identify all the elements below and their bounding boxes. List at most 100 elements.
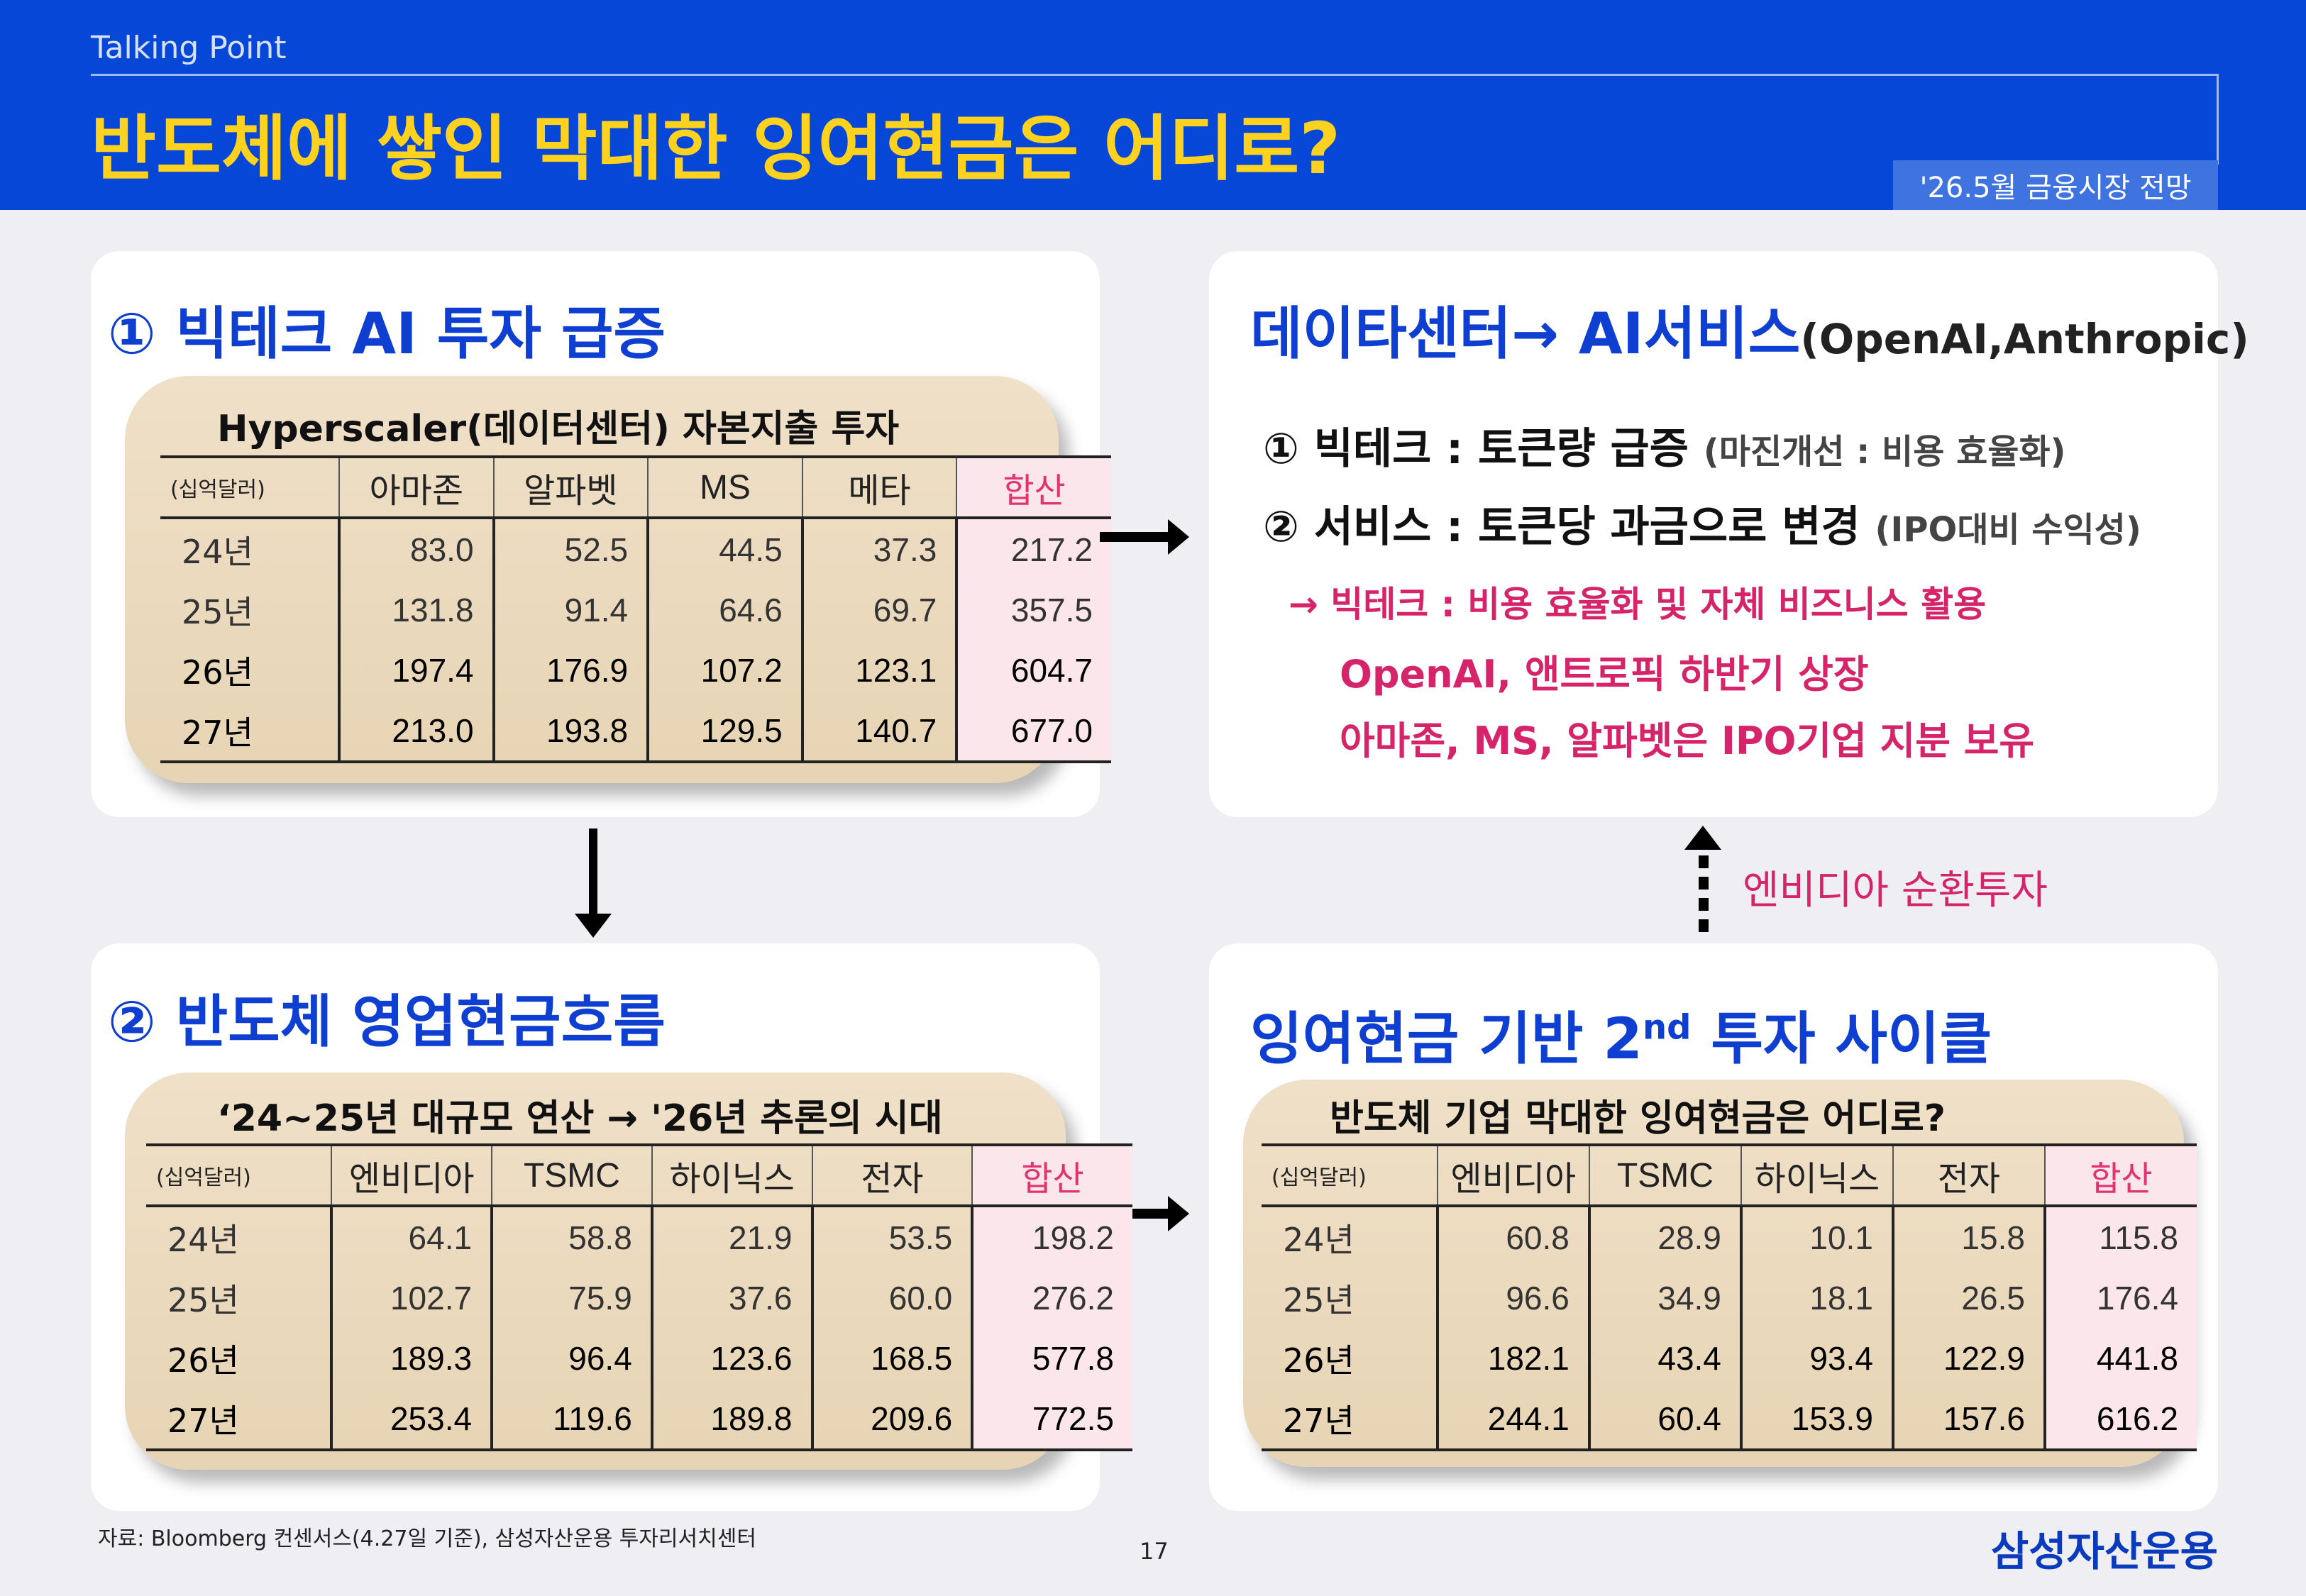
table-row: 25년 96.6 34.9 18.1 26.5 176.4 [1262,1268,2197,1328]
row-year: 27년 [1262,1388,1439,1451]
row-year: 25년 [1262,1268,1439,1328]
table-cell: 96.4 [492,1328,653,1388]
table-header-row: (십억달러) 엔비디아 TSMC 하이닉스 전자 합산 [146,1143,1132,1207]
company-logo: 삼성자산운용 [1990,1527,2218,1575]
point-5: 아마존, MS, 알파벳은 IPO기업 지분 보유 [1340,719,2035,763]
column-header: 엔비디아 [1437,1143,1590,1207]
column-header: 메타 [802,455,958,519]
row-year: 24년 [1262,1206,1439,1268]
panel-title-main: 데이타센터→ AI서비스 [1250,301,1801,367]
cashflow-table: (십억달러) 엔비디아 TSMC 하이닉스 전자 합산 24년 64.1 58.8 21.9 53.… [146,1143,1132,1451]
point-1-main: ① 빅테크 : 토큰량 급증 [1263,424,1689,474]
table-cell: 28.9 [1589,1206,1743,1268]
table-cell: 69.7 [802,580,959,640]
page-number: 17 [1140,1538,1169,1565]
panel-title-sup: nd [1642,1007,1692,1048]
table-row: 24년 83.0 52.5 44.5 37.3 217.2 [160,518,1111,580]
table-cell: 253.4 [331,1388,494,1451]
table-cell: 91.4 [493,580,650,640]
table-row: 24년 60.8 28.9 10.1 15.8 115.8 [1262,1206,2197,1268]
table-row: 27년 253.4 119.6 189.8 209.6 772.5 [146,1388,1132,1451]
column-header: MS [648,455,803,519]
table-row: 26년 197.4 176.9 107.2 123.1 604.7 [160,640,1111,700]
table-cell: 213.0 [338,700,495,763]
point-1-sub: (마진개선 : 비용 효율화) [1703,432,2066,472]
panel-ai-services: 데이타센터→ AI서비스(OpenAI,Anthropic) ① 빅테크 : 토… [1209,251,2249,817]
table-cell: 604.7 [956,640,1111,700]
table-cell: 276.2 [972,1268,1132,1328]
table-cell: 52.5 [493,518,650,580]
table-cell: 357.5 [956,580,1111,640]
table-header-row: (십억달러) 아마존 알파벳 MS 메타 합산 [160,455,1111,519]
table-cell: 64.6 [648,580,804,640]
table-cell: 60.4 [1589,1388,1743,1451]
table-row: 25년 131.8 91.4 64.6 69.7 357.5 [160,580,1111,640]
unit-label: (십억달러) [146,1143,333,1207]
table-cell: 182.1 [1437,1328,1591,1388]
table-cell: 60.8 [1437,1206,1591,1268]
table-caption: 반도체 기업 막대한 잉여현금은 어디로? [1330,1097,1946,1140]
table-cell: 153.9 [1740,1388,1894,1451]
date-badge: '26.5월 금융시장 전망 [1893,160,2218,210]
table-cell: 209.6 [812,1388,974,1451]
panel-bigtech-investment: ① 빅테크 AI 투자 급증 Hyperscaler(데이터센터) 자본지출 투… [91,251,1111,817]
row-year: 24년 [146,1206,333,1268]
table-row: 25년 102.7 75.9 37.6 60.0 276.2 [146,1268,1132,1328]
panel-title-sub: (OpenAI,Anthropic) [1800,315,2249,363]
table-cell: 102.7 [331,1268,494,1328]
table-row: 26년 182.1 43.4 93.4 122.9 441.8 [1262,1328,2197,1388]
column-header: 합산 [2044,1143,2197,1207]
row-year: 27년 [160,700,341,763]
table-cell: 577.8 [972,1328,1132,1388]
table-cell: 189.3 [331,1328,494,1388]
table-cell: 96.6 [1437,1268,1591,1328]
point-3: → 빅테크 : 비용 효율화 및 자체 비즈니스 활용 [1289,584,1987,625]
row-year: 26년 [1262,1328,1439,1388]
table-caption: ‘24~25년 대규모 연산 → '26년 추론의 시대 [217,1097,943,1140]
column-header: 하이닉스 [1740,1143,1894,1207]
row-year: 24년 [160,518,341,580]
table-cell: 123.1 [802,640,959,700]
table-cell: 18.1 [1740,1268,1894,1328]
table-cell: 21.9 [651,1206,814,1268]
unit-label: (십억달러) [1262,1143,1438,1207]
table-cell: 43.4 [1589,1328,1743,1388]
table-cell: 64.1 [331,1206,494,1268]
table-cell: 53.5 [812,1206,974,1268]
table-cell: 168.5 [812,1328,974,1388]
dashed-arrow-up [1684,826,1721,932]
table-cell: 75.9 [492,1268,653,1328]
row-year: 26년 [160,640,341,700]
table-cell: 176.4 [2044,1268,2197,1328]
table-cell: 131.8 [338,580,495,640]
column-header: 전자 [1892,1143,2046,1207]
table-cell: 193.8 [493,700,650,763]
column-header: TSMC [492,1143,653,1207]
header-divider-vertical [2217,74,2219,165]
capex-table: (십억달러) 아마존 알파벳 MS 메타 합산 24년 83.0 52.5 44.5 37.3 217… [160,455,1111,763]
table-cell: 37.3 [802,518,959,580]
table-row: 27년 213.0 193.8 129.5 140.7 677.0 [160,700,1111,763]
panel-title-post: 투자 사이클 [1691,1006,1992,1072]
panel-title-pre: 잉여현금 기반 2 [1250,1006,1643,1072]
panel-second-investment-cycle: 잉여현금 기반 2nd 투자 사이클 반도체 기업 막대한 잉여현금은 어디로?… [1209,943,2218,1511]
column-header: 엔비디아 [331,1143,493,1207]
table-cell: 60.0 [812,1268,974,1328]
table-cell: 93.4 [1740,1328,1894,1388]
table-cell: 140.7 [802,700,959,763]
panel-title: ② 반도체 영업현금흐름 [108,989,666,1055]
header-bar: Talking Point 반도체에 쌓인 막대한 잉여현금은 어디로? '26… [0,0,2306,210]
table-header-row: (십억달러) 엔비디아 TSMC 하이닉스 전자 합산 [1262,1143,2197,1207]
table-cell: 15.8 [1892,1206,2046,1268]
row-year: 26년 [146,1328,333,1388]
table-cell: 441.8 [2044,1328,2197,1388]
table-cell: 26.5 [1892,1268,2046,1328]
table-cell: 123.6 [651,1328,814,1388]
table-cell: 58.8 [492,1206,653,1268]
arrow-down [575,829,612,938]
table-cell: 37.6 [651,1268,814,1328]
row-year: 25년 [146,1268,333,1328]
unit-label: (십억달러) [160,455,340,519]
cycle-label: 엔비디아 순환투자 [1743,868,2048,914]
table-row: 27년 244.1 60.4 153.9 157.6 616.2 [1262,1388,2197,1451]
